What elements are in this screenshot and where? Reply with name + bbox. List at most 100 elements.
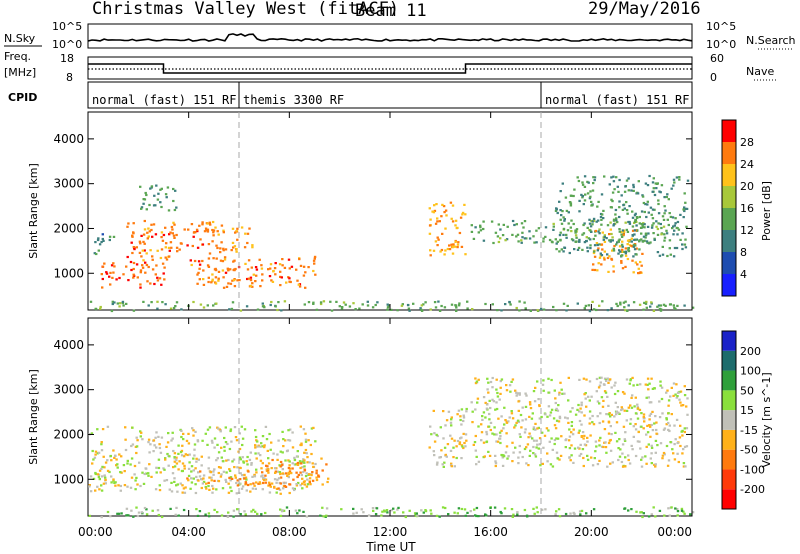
heatmap-cell: [525, 237, 528, 240]
heatmap-cell: [132, 222, 135, 225]
heatmap-cell: [126, 485, 129, 488]
heatmap-cell: [282, 438, 285, 441]
heatmap-cell: [678, 178, 681, 181]
heatmap-cell: [456, 439, 460, 443]
heatmap-cell: [275, 487, 279, 490]
heatmap-cell: [300, 442, 303, 445]
heatmap-cell: [533, 453, 537, 456]
heatmap-cell: [636, 417, 640, 420]
heatmap-cell: [367, 514, 371, 517]
heatmap-cell: [618, 178, 621, 182]
heatmap-cell: [481, 418, 484, 421]
heatmap-cell: [440, 304, 443, 308]
heatmap-cell: [338, 305, 341, 308]
heatmap-cell: [621, 245, 624, 248]
heatmap-cell: [147, 235, 150, 238]
heatmap-cell: [544, 235, 547, 238]
heatmap-cell: [571, 407, 574, 410]
heatmap-cell: [620, 261, 623, 264]
heatmap-cell: [631, 234, 634, 237]
nsky-tick-top: 10^5: [52, 20, 82, 33]
heatmap-cell: [685, 207, 689, 210]
heatmap-cell: [691, 511, 695, 514]
heatmap-cell: [632, 301, 636, 304]
colorbar-segment: [722, 230, 736, 252]
heatmap-cell: [246, 483, 250, 487]
heatmap-cell: [280, 309, 283, 312]
heatmap-cell: [623, 507, 626, 510]
heatmap-cell: [627, 250, 631, 253]
heatmap-cell: [103, 262, 106, 265]
heatmap-cell: [259, 482, 262, 485]
heatmap-cell: [216, 230, 219, 233]
heatmap-cell: [180, 449, 184, 452]
heatmap-cell: [446, 247, 450, 251]
heatmap-cell: [94, 241, 97, 244]
heatmap-cell: [216, 457, 219, 460]
heatmap-cell: [482, 227, 485, 231]
heatmap-cell: [542, 389, 545, 392]
heatmap-cell: [140, 511, 144, 514]
heatmap-cell: [451, 204, 455, 207]
heatmap-cell: [634, 454, 638, 458]
heatmap-cell: [495, 407, 499, 411]
heatmap-cell: [439, 250, 442, 253]
heatmap-cell: [584, 304, 588, 307]
heatmap-cell: [580, 401, 583, 404]
heatmap-cell: [632, 255, 635, 258]
heatmap-cell: [567, 211, 570, 214]
heatmap-cell: [648, 382, 651, 385]
heatmap-cell: [246, 268, 250, 271]
heatmap-cell: [589, 195, 592, 198]
heatmap-cell: [90, 432, 94, 435]
heatmap-cell: [585, 512, 588, 515]
heatmap-cell: [300, 473, 303, 477]
heatmap-cell: [452, 446, 455, 449]
heatmap-cell: [222, 229, 225, 232]
heatmap-cell: [192, 429, 195, 432]
heatmap-cell: [127, 514, 130, 517]
heatmap-cell: [158, 484, 161, 487]
heatmap-cell: [565, 233, 568, 236]
heatmap-cell: [240, 425, 243, 428]
heatmap-cell: [517, 400, 520, 403]
heatmap-cell: [610, 257, 613, 260]
heatmap-cell: [276, 458, 279, 461]
colorbar-tick-label: 100: [740, 365, 761, 378]
heatmap-cell: [489, 406, 492, 410]
heatmap-cell: [650, 452, 653, 455]
heatmap-cell: [617, 190, 620, 193]
heatmap-cell: [208, 476, 211, 479]
heatmap-cell: [634, 218, 637, 222]
heatmap-cell: [219, 475, 223, 478]
heatmap-cell: [122, 273, 125, 276]
heatmap-cell: [390, 308, 393, 311]
heatmap-cell: [645, 462, 648, 465]
heatmap-cell: [401, 303, 404, 306]
heatmap-cell: [463, 203, 466, 206]
heatmap-cell: [516, 511, 519, 514]
heatmap-cell: [455, 456, 458, 460]
heatmap-cell: [485, 514, 488, 517]
heatmap-cell: [480, 439, 483, 442]
heatmap-cell: [627, 189, 630, 192]
heatmap-cell: [358, 307, 361, 310]
heatmap-cell: [301, 487, 304, 490]
heatmap-cell: [472, 237, 476, 240]
heatmap-cell: [647, 211, 650, 214]
heatmap-cell: [592, 423, 596, 426]
heatmap-cell: [450, 303, 454, 306]
heatmap-cell: [214, 226, 217, 229]
heatmap-cell: [121, 302, 125, 305]
heatmap-cell: [320, 457, 323, 460]
heatmap-cell: [250, 510, 253, 513]
heatmap-cell: [231, 241, 235, 244]
heatmap-cell: [225, 471, 228, 474]
heatmap-cell: [555, 510, 558, 513]
heatmap-cell: [542, 379, 545, 382]
heatmap-cell: [457, 507, 461, 510]
heatmap-cell: [372, 509, 375, 512]
heatmap-cell: [176, 250, 179, 253]
heatmap-cell: [639, 447, 642, 450]
heatmap-cell: [261, 305, 265, 308]
